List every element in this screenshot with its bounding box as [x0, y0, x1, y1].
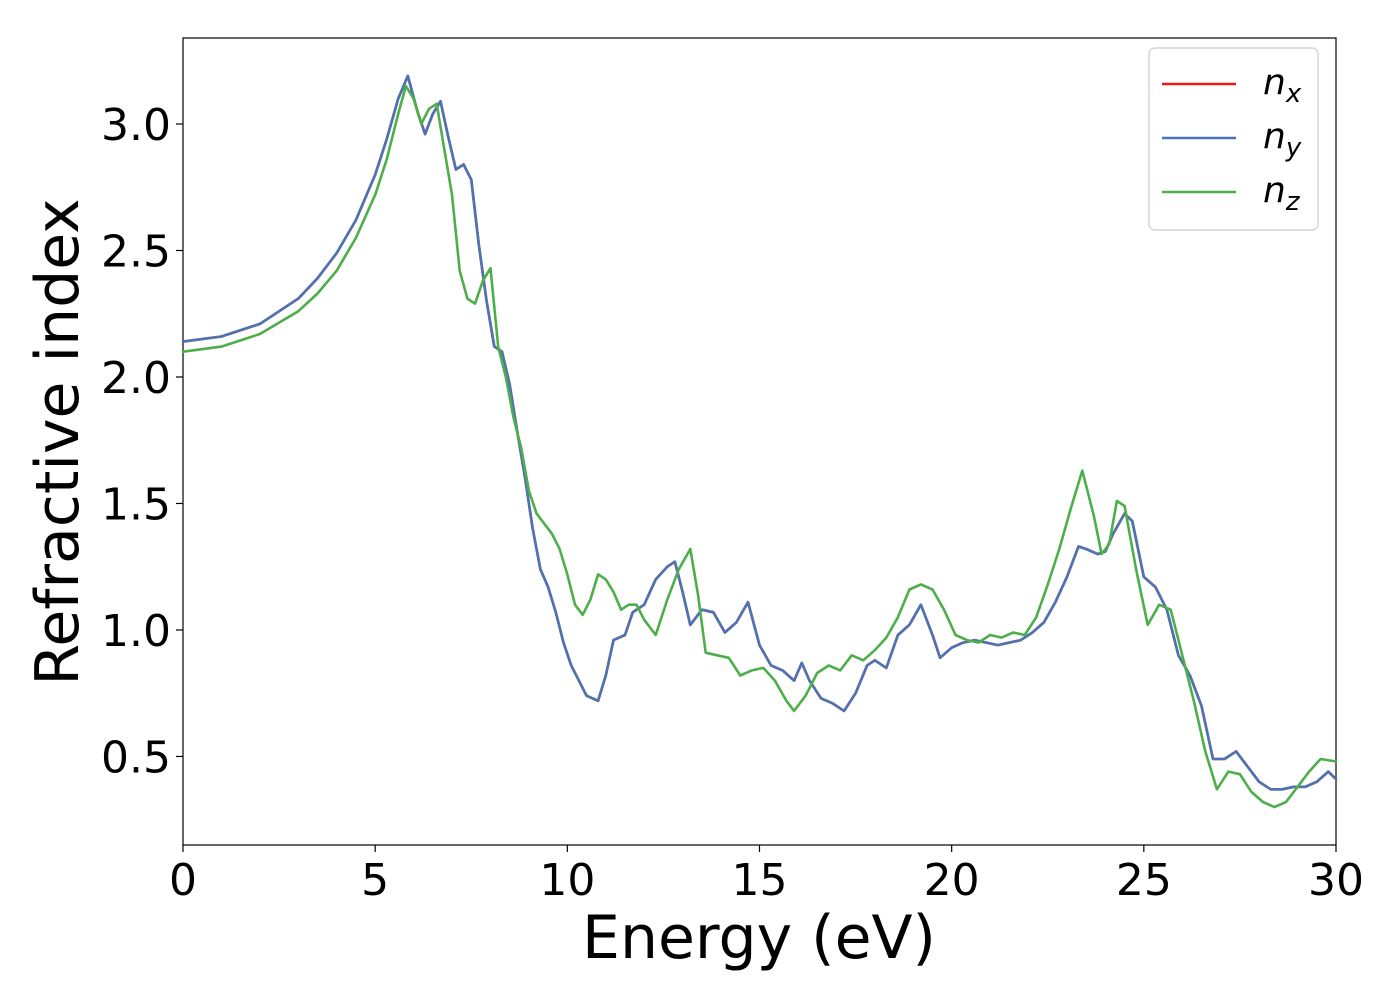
y-tick-label: 1.0 [101, 606, 171, 657]
legend-label-base: n [1263, 62, 1286, 103]
series-line-z [181, 84, 1338, 809]
legend-label-base: n [1263, 116, 1286, 157]
x-tick-label: 30 [1308, 855, 1364, 906]
x-tick-label: 5 [361, 855, 389, 906]
x-tick-label: 25 [1116, 855, 1172, 906]
series-layer [181, 74, 1338, 809]
legend-label-x: nx [1263, 62, 1302, 109]
x-ticks: 0 5 10 15 20 25 30 [169, 845, 1364, 906]
legend-label-subscript: z [1285, 187, 1301, 217]
series-line-y [181, 74, 1338, 791]
y-axis-label: Refractive index [23, 198, 93, 685]
y-tick-label: 3.0 [101, 100, 171, 151]
legend-label-base: n [1263, 170, 1286, 211]
legend-label-subscript: x [1285, 79, 1302, 109]
y-tick-label: 2.5 [101, 227, 171, 278]
legend-label-y: ny [1263, 116, 1302, 163]
x-tick-label: 0 [169, 855, 197, 906]
x-tick-label: 15 [732, 855, 788, 906]
y-tick-label: 2.0 [101, 353, 171, 404]
x-tick-label: 20 [924, 855, 980, 906]
x-axis-label: Energy (eV) [582, 903, 936, 973]
x-tick-label: 10 [539, 855, 595, 906]
y-ticks: 0.5 1.0 1.5 2.0 2.5 3.0 [101, 100, 183, 783]
y-tick-label: 0.5 [101, 732, 171, 783]
legend-label-z: nz [1263, 170, 1301, 217]
y-tick-label: 1.5 [101, 479, 171, 530]
legend-label-subscript: y [1285, 133, 1302, 163]
